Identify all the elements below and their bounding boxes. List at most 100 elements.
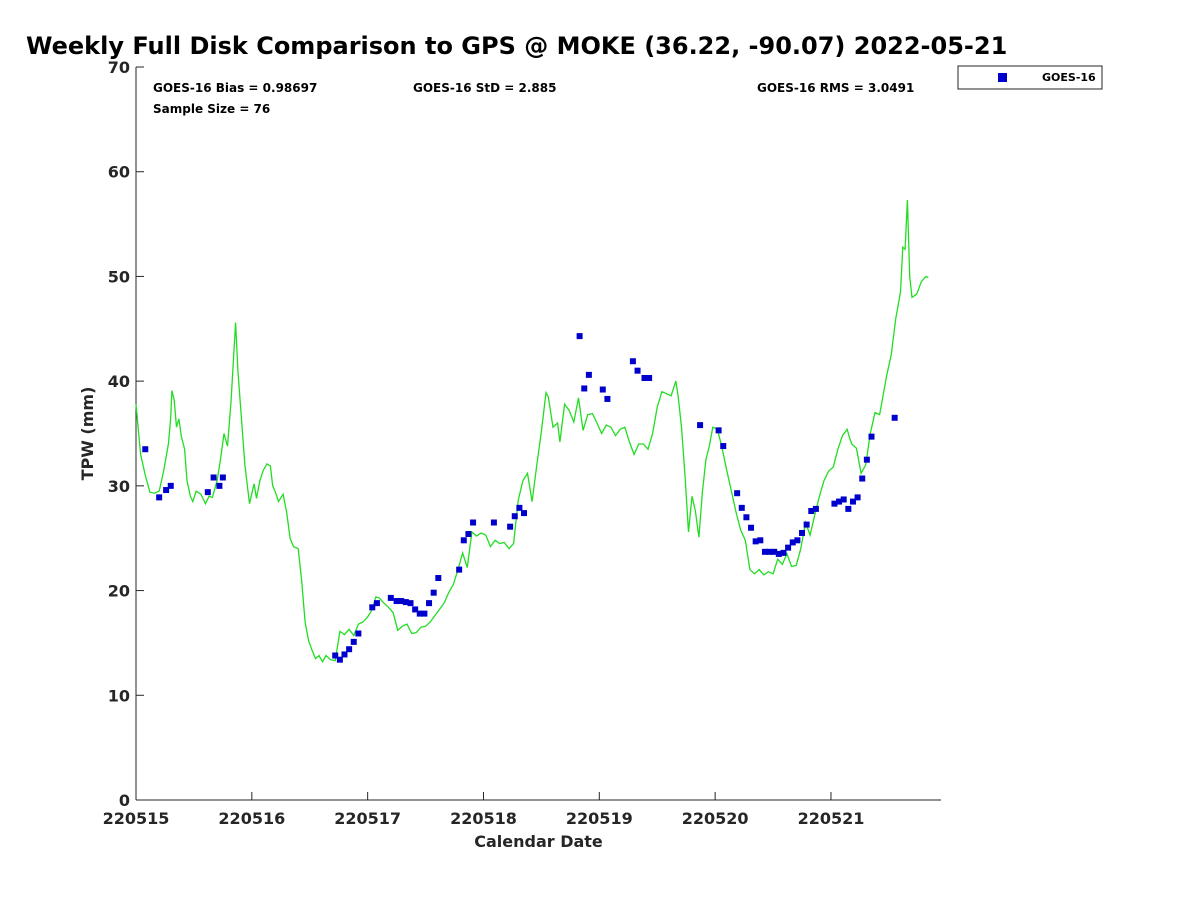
goes-point — [332, 652, 339, 659]
legend-box — [957, 65, 1103, 90]
legend-label: GOES-16 — [1042, 71, 1096, 84]
goes-point — [734, 490, 741, 497]
goes-point — [507, 523, 514, 530]
goes-point — [697, 422, 704, 429]
goes-point — [836, 498, 843, 505]
x-axis-label: Calendar Date — [474, 832, 603, 851]
goes-point — [516, 504, 523, 511]
x-tick-label: 220519 — [566, 809, 633, 828]
stat-sample-size: Sample Size = 76 — [153, 102, 270, 116]
goes-point — [402, 599, 409, 606]
y-axis-label: TPW (mm) — [78, 387, 97, 481]
goes-point — [585, 371, 592, 378]
goes-point — [789, 539, 796, 546]
goes-point — [369, 604, 376, 611]
x-tick-label: 220518 — [450, 809, 517, 828]
goes-point — [465, 531, 472, 538]
goes-point — [204, 489, 211, 496]
x-axis: 220515 220516 220517 220518 220519 220520 2205… — [103, 792, 865, 828]
goes-point — [412, 606, 419, 613]
goes-point — [407, 600, 414, 607]
y-axis: 0 10 20 30 40 50 60 70 — [108, 58, 144, 810]
goes-point — [840, 496, 847, 503]
goes-point — [142, 446, 149, 453]
goes-point — [794, 537, 801, 544]
y-tick-label: 70 — [108, 58, 130, 77]
y-tick-label: 10 — [108, 686, 130, 705]
stat-rms: GOES-16 RMS = 3.0491 — [757, 81, 914, 95]
x-tick-label: 220521 — [798, 809, 865, 828]
goes-point — [336, 656, 343, 663]
legend: GOES-16 — [957, 65, 1103, 90]
goes-point — [641, 375, 648, 382]
goes-point — [863, 456, 870, 463]
y-tick-label: 50 — [108, 267, 130, 286]
goes-point — [373, 600, 380, 607]
goes-point — [341, 651, 348, 658]
y-tick-label: 60 — [108, 163, 130, 182]
goes-point — [163, 487, 170, 494]
goes-point — [849, 498, 856, 505]
chart-title: Weekly Full Disk Comparison to GPS @ MOK… — [26, 32, 1007, 60]
goes-point — [748, 524, 755, 531]
goes-point — [646, 375, 653, 382]
goes-point — [868, 433, 875, 440]
goes-point — [808, 507, 815, 514]
goes-point — [216, 482, 223, 489]
goes-point — [426, 600, 433, 607]
goes-point — [757, 537, 764, 544]
goes-point — [845, 505, 852, 512]
goes-point — [761, 548, 768, 555]
goes-point — [715, 427, 722, 434]
goes-point — [398, 598, 405, 605]
goes-series — [142, 333, 898, 663]
goes-point — [430, 589, 437, 596]
goes-point — [766, 548, 773, 555]
goes-point — [346, 646, 353, 653]
goes-point — [831, 500, 838, 507]
x-tick-label: 220517 — [334, 809, 401, 828]
goes-point — [752, 538, 759, 545]
x-tick-label: 220516 — [218, 809, 285, 828]
x-tick-label: 220520 — [682, 809, 749, 828]
goes-point — [799, 529, 806, 536]
goes-point — [387, 594, 394, 601]
goes-point — [435, 575, 442, 582]
goes-point — [785, 544, 792, 551]
goes-point — [416, 610, 423, 617]
goes-point — [219, 474, 226, 481]
y-tick-label: 0 — [119, 791, 130, 810]
goes-point — [350, 638, 357, 645]
goes-point — [456, 566, 463, 573]
goes-point — [511, 513, 518, 520]
goes-point — [780, 549, 787, 556]
goes-point — [156, 494, 163, 501]
goes-point — [775, 550, 782, 557]
goes-point — [812, 505, 819, 512]
goes-point — [470, 519, 477, 526]
stat-bias: GOES-16 Bias = 0.98697 — [153, 81, 317, 95]
goes-point — [393, 598, 400, 605]
goes-point — [629, 358, 636, 365]
goes-point — [738, 504, 745, 511]
goes-point — [771, 548, 778, 555]
gps-series — [135, 199, 929, 664]
goes-point — [854, 494, 861, 501]
y-tick-label: 40 — [108, 372, 130, 391]
y-tick-label: 30 — [108, 477, 130, 496]
goes-point — [355, 630, 362, 637]
goes-point — [421, 610, 428, 617]
goes-point — [167, 482, 174, 489]
goes-point — [521, 510, 528, 517]
x-tick-label: 220515 — [103, 809, 170, 828]
goes-point — [490, 519, 497, 526]
goes-point — [576, 333, 583, 340]
goes-point — [743, 514, 750, 521]
goes-point — [891, 414, 898, 421]
goes-point — [604, 395, 611, 402]
stat-std: GOES-16 StD = 2.885 — [413, 81, 556, 95]
goes-point — [634, 367, 641, 374]
gps-line — [135, 199, 929, 664]
goes-point — [460, 537, 467, 544]
goes-point — [581, 385, 588, 392]
